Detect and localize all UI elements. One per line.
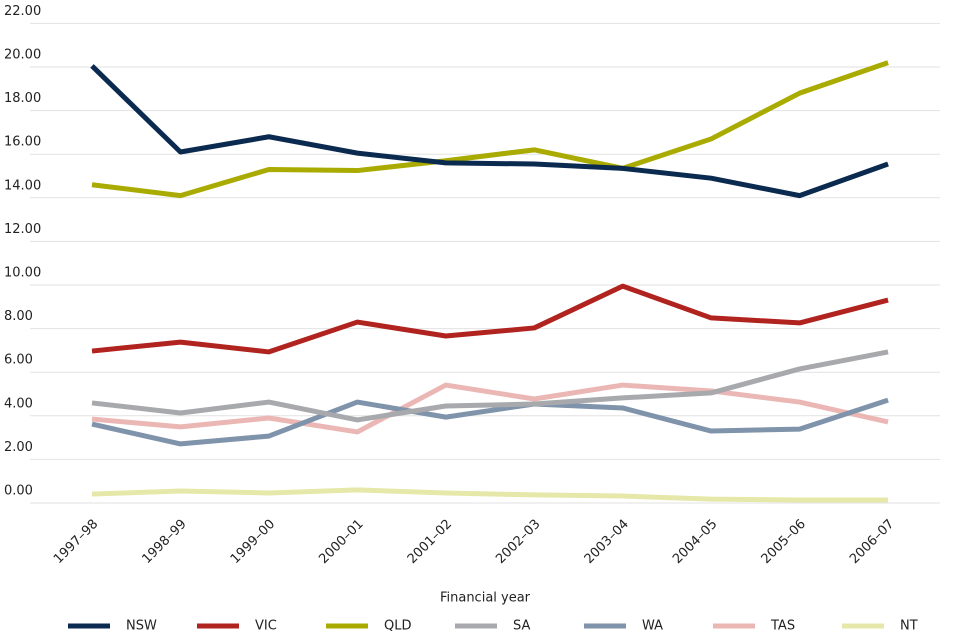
x-tick-label: 2001–02 xyxy=(405,517,455,567)
series-line xyxy=(91,60,889,199)
x-tick-label: 1998–99 xyxy=(139,517,189,567)
x-tick-label: 2000–01 xyxy=(316,517,366,567)
legend-label: WA xyxy=(642,619,663,634)
series-line xyxy=(91,283,889,355)
y-tick-label: 16.00 xyxy=(4,135,41,150)
y-tick-label: 0.00 xyxy=(4,484,33,499)
legend-label: SA xyxy=(513,619,530,634)
y-tick-label: 18.00 xyxy=(4,91,41,106)
legend-label: VIC xyxy=(255,619,277,634)
y-tick-label: 6.00 xyxy=(4,353,33,368)
y-tick-label: 14.00 xyxy=(4,178,41,193)
x-tick-label: 2002–03 xyxy=(493,517,543,567)
legend-label: QLD xyxy=(384,619,412,634)
legend-label: NSW xyxy=(126,619,157,634)
y-tick-label: 22.00 xyxy=(4,4,41,19)
y-tick-label: 10.00 xyxy=(4,266,41,281)
series-line xyxy=(91,487,889,503)
x-tick-label: 2006–07 xyxy=(847,517,897,567)
y-tick-label: 2.00 xyxy=(4,440,33,455)
x-tick-label: 1999–00 xyxy=(228,517,278,567)
y-tick-label: 20.00 xyxy=(4,48,41,63)
x-tick-label: 1997–98 xyxy=(51,517,101,567)
legend-label: NT xyxy=(900,619,918,634)
x-tick-label: 2004–05 xyxy=(670,517,720,567)
series-line xyxy=(91,382,889,435)
x-axis-label: Financial year xyxy=(440,591,531,606)
series-line xyxy=(91,349,889,423)
x-tick-label: 2005–06 xyxy=(759,517,809,567)
series-line xyxy=(90,64,889,199)
y-tick-label: 8.00 xyxy=(4,309,33,324)
legend-label: TAS xyxy=(770,619,795,634)
series-line xyxy=(91,397,889,447)
y-tick-label: 4.00 xyxy=(4,396,33,411)
x-tick-label: 2003–04 xyxy=(582,517,632,567)
y-tick-label: 12.00 xyxy=(4,222,41,237)
